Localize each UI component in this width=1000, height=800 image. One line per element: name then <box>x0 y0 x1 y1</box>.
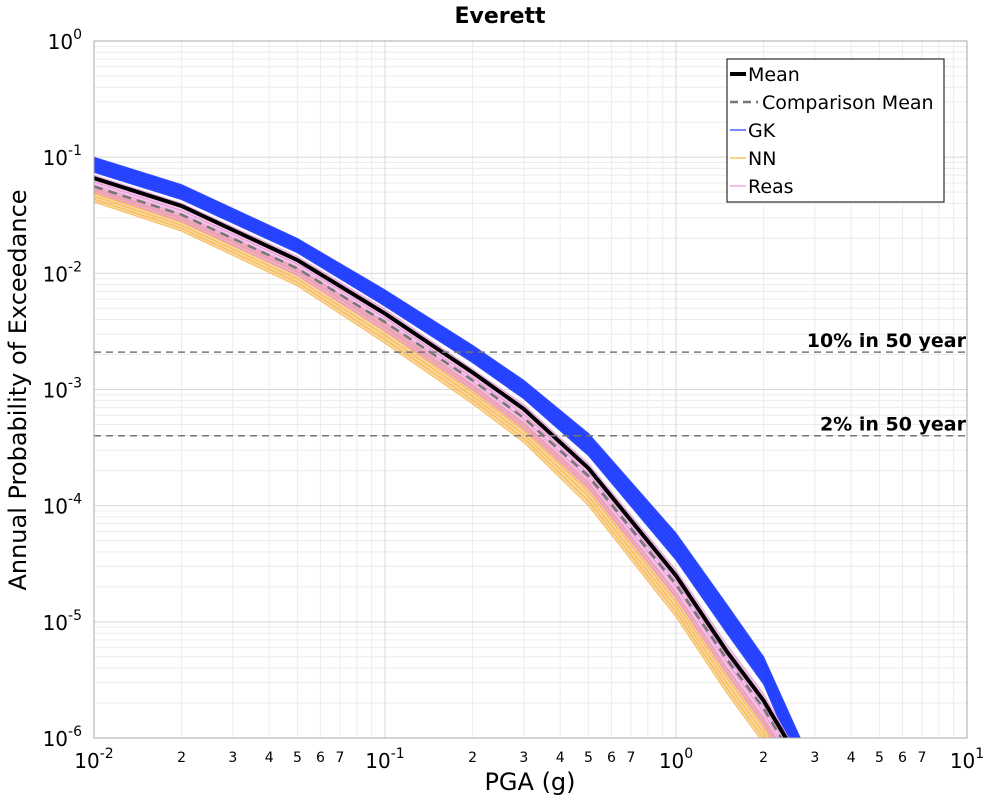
legend-label: Comparison Mean <box>762 92 934 114</box>
x-minor-tick-label: 6 <box>607 750 616 766</box>
y-tick-label: 10-5 <box>43 608 82 635</box>
band-gk <box>94 156 801 738</box>
band-reas <box>94 174 790 738</box>
plot-frame <box>93 40 968 739</box>
x-minor-tick-label: 7 <box>626 750 635 766</box>
legend-label: Mean <box>748 64 800 86</box>
legend: Mean Comparison Mean GK NN Reas <box>726 58 945 203</box>
x-tick-label: 10-1 <box>365 746 404 773</box>
y-axis-ticks: 100 10-1 10-2 10-3 10-4 10-5 10-6 <box>43 27 83 751</box>
comparison-mean-line <box>94 185 783 738</box>
legend-box <box>726 58 945 203</box>
x-minor-tick-label: 7 <box>917 750 926 766</box>
x-tick-label: 101 <box>950 746 984 773</box>
legend-label: NN <box>748 148 776 170</box>
x-minor-tick-label: 6 <box>898 750 907 766</box>
x-minor-tick-label: 6 <box>316 750 325 766</box>
x-minor-tick-label: 4 <box>556 750 565 766</box>
legend-label: GK <box>748 120 776 142</box>
band-line-reas <box>94 178 786 738</box>
x-minor-tick-label: 4 <box>265 750 274 766</box>
band-nn <box>94 186 777 738</box>
y-tick-label: 10-6 <box>43 724 83 751</box>
band-line-reas <box>94 188 776 738</box>
series-lines <box>94 176 789 738</box>
x-minor-tick-label: 3 <box>519 750 528 766</box>
legend-label: Reas <box>748 176 794 198</box>
x-axis-label: PGA (g) <box>484 768 575 796</box>
reference-lines: 10% in 50 year 2% in 50 year <box>94 330 967 437</box>
band-line-nn <box>94 198 765 738</box>
x-minor-tick-label: 2 <box>759 750 768 766</box>
x-minor-tick-label: 5 <box>875 750 884 766</box>
band-line-nn <box>94 192 771 738</box>
mean-line <box>94 176 789 738</box>
y-axis-label: Annual Probability of Exceedance <box>4 189 32 590</box>
band-line-nn <box>94 195 768 738</box>
x-minor-tick-label: 2 <box>177 750 186 766</box>
y-tick-label: 10-1 <box>43 143 82 170</box>
band-line-gk <box>94 162 796 738</box>
x-minor-tick-label: 3 <box>810 750 819 766</box>
chart-title: Everett <box>454 4 546 29</box>
series-bands <box>94 156 801 738</box>
band-line-reas <box>94 184 780 738</box>
band-line-reas <box>94 181 783 738</box>
reference-line-label: 10% in 50 year <box>807 330 967 352</box>
x-minor-tick-label: 5 <box>293 750 302 766</box>
y-tick-label: 10-3 <box>43 376 82 403</box>
band-line-gk <box>94 159 798 738</box>
x-minor-tick-label: 5 <box>584 750 593 766</box>
y-tick-label: 10-4 <box>43 492 83 519</box>
x-minor-tick-label: 3 <box>228 750 237 766</box>
x-tick-label: 100 <box>659 746 693 773</box>
reference-line-label: 2% in 50 year <box>820 414 967 436</box>
x-minor-tick-label: 4 <box>847 750 856 766</box>
x-tick-label: 10-2 <box>74 746 113 773</box>
y-tick-label: 10-2 <box>43 259 82 286</box>
band-line-gk <box>94 168 790 738</box>
x-minor-tick-label: 2 <box>468 750 477 766</box>
y-tick-label: 100 <box>48 27 82 54</box>
x-minor-tick-label: 7 <box>335 750 344 766</box>
band-line-gk <box>94 165 793 738</box>
